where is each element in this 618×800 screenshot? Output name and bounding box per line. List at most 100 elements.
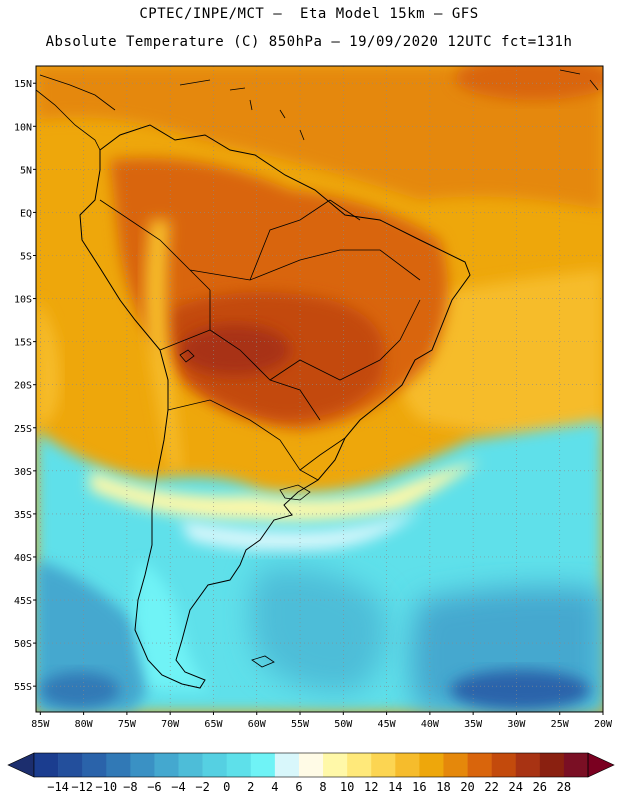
colorbar-high-arrow xyxy=(587,752,615,778)
temperature-field xyxy=(36,66,603,712)
lon-label: 75W xyxy=(118,719,137,730)
falkland-islands xyxy=(251,655,275,668)
graticule xyxy=(36,66,604,712)
lat-label: 35S xyxy=(14,510,32,521)
colorbar-swatch xyxy=(419,753,444,777)
lon-label: 55W xyxy=(291,719,310,730)
colorbar xyxy=(7,752,615,778)
colorbar-low-arrow xyxy=(7,752,35,778)
lon-label: 25W xyxy=(551,719,570,730)
lon-label: 35W xyxy=(464,719,483,730)
colorbar-swatch xyxy=(371,753,396,777)
lon-label: 30W xyxy=(507,719,526,730)
lat-label: 30S xyxy=(14,467,32,478)
colorbar-swatch xyxy=(298,753,324,777)
map-title-line2: Absolute Temperature (C) 850hPa – 19/09/… xyxy=(45,34,573,50)
colorbar-swatch xyxy=(539,753,565,777)
temperature-zone-patagonia xyxy=(134,560,210,690)
colorbar-label: 26 xyxy=(532,780,548,794)
colorbar-swatch xyxy=(443,753,468,777)
temperature-zone-central-ocean-cool xyxy=(250,568,387,692)
colorbar-outline xyxy=(33,752,589,778)
rio-de-la-plata xyxy=(279,484,311,501)
colorbar-swatch xyxy=(250,753,276,777)
colorbar-label: 12 xyxy=(363,780,379,794)
lat-label: 10N xyxy=(14,122,32,133)
temperature-zone-pacific-band xyxy=(36,300,60,430)
colorbar-label: 24 xyxy=(508,780,523,794)
colorbar-swatch xyxy=(106,753,131,777)
map-title-line1: CPTEC/INPE/MCT – Eta Model 15km – GFS xyxy=(139,6,479,22)
temperature-zone-cold-west xyxy=(40,672,120,708)
colorbar-label: 2 xyxy=(247,780,255,794)
longitude-labels: 85W 80W 75W 70W 65W 60W 55W 50W 45W 40W 35W 30W 25W 2… xyxy=(31,712,613,730)
colorbar-label: 6 xyxy=(295,780,303,794)
lat-label: 10S xyxy=(14,295,32,306)
caribbean-islands xyxy=(179,69,599,141)
lat-label: 5N xyxy=(20,165,32,176)
lat-label: 25S xyxy=(14,424,32,435)
temperature-zone-transition xyxy=(90,460,480,522)
colorbar-label: −10 xyxy=(95,780,118,794)
colorbar-swatch xyxy=(226,753,252,777)
lon-label: 85W xyxy=(31,719,50,730)
colorbar-label: −14 xyxy=(47,780,69,794)
lon-label: 50W xyxy=(334,719,353,730)
lon-label: 80W xyxy=(75,719,94,730)
colorbar-label: 28 xyxy=(556,780,572,794)
lon-label: 40W xyxy=(421,719,440,730)
lon-label: 65W xyxy=(204,719,223,730)
colorbar-label: −2 xyxy=(195,780,210,794)
lat-label: 15S xyxy=(14,338,32,349)
lon-label: 60W xyxy=(248,719,267,730)
colorbar-swatch xyxy=(515,753,541,777)
temperature-zone-hottest xyxy=(180,325,290,375)
colorbar-label: 10 xyxy=(339,780,355,794)
lat-label: 55S xyxy=(14,682,32,693)
colorbar-labels: −14 −12 −10 −8 −6 −4 −2 0 2 4 6 8 10 12 14 16 18 20 22 24 26… xyxy=(0,780,618,796)
country-borders xyxy=(99,199,421,481)
colorbar-label: 18 xyxy=(436,780,451,794)
colorbar-label: 4 xyxy=(271,780,279,794)
colorbar-swatch xyxy=(347,753,372,777)
lat-label: 45S xyxy=(14,596,32,607)
colorbar-swatch xyxy=(202,753,227,777)
central-america-coastline xyxy=(36,74,116,151)
temperature-zone-north-tropics xyxy=(36,66,603,210)
colorbar-label: −6 xyxy=(147,780,162,794)
temperature-zone-hot-patch-north xyxy=(455,66,603,100)
lon-label: 70W xyxy=(161,719,180,730)
temperature-zone-pale-cyan xyxy=(180,510,420,552)
colorbar-swatch xyxy=(323,753,348,777)
colorbar-label: −4 xyxy=(171,780,186,794)
lat-label: 15N xyxy=(14,79,32,90)
lon-label: 20W xyxy=(594,719,613,730)
lon-label: 45W xyxy=(378,719,397,730)
colorbar-swatch xyxy=(58,753,83,777)
lat-label: 5S xyxy=(20,251,32,262)
colorbar-label: 14 xyxy=(388,780,403,794)
temperature-zone-andes xyxy=(145,220,182,470)
latitude-labels: 15N 10N 5N EQ 5S 10S 15S 20S 25S 30S 35S 40S 45S 50S 5… xyxy=(14,79,36,693)
colorbar-swatch xyxy=(178,753,203,777)
colorbar-swatch xyxy=(491,753,517,777)
lat-label: EQ xyxy=(20,208,32,219)
colorbar-swatch xyxy=(274,753,300,777)
colorbar-swatch xyxy=(467,753,492,777)
colorbar-label: 22 xyxy=(484,780,499,794)
colorbar-swatch xyxy=(395,753,420,777)
temperature-zone-deep-cold xyxy=(450,670,590,710)
lat-label: 40S xyxy=(14,553,32,564)
map-frame xyxy=(35,65,604,713)
lat-label: 20S xyxy=(14,381,32,392)
coastlines xyxy=(36,69,599,689)
colorbar-label: −12 xyxy=(71,780,94,794)
colorbar-label: 16 xyxy=(412,780,427,794)
colorbar-swatch xyxy=(563,753,589,777)
colorbar-label: −8 xyxy=(123,780,138,794)
colorbar-label: 0 xyxy=(223,780,231,794)
colorbar-label: 20 xyxy=(460,780,475,794)
colorbar-label: 8 xyxy=(319,780,327,794)
south-america-coastline xyxy=(79,124,471,689)
